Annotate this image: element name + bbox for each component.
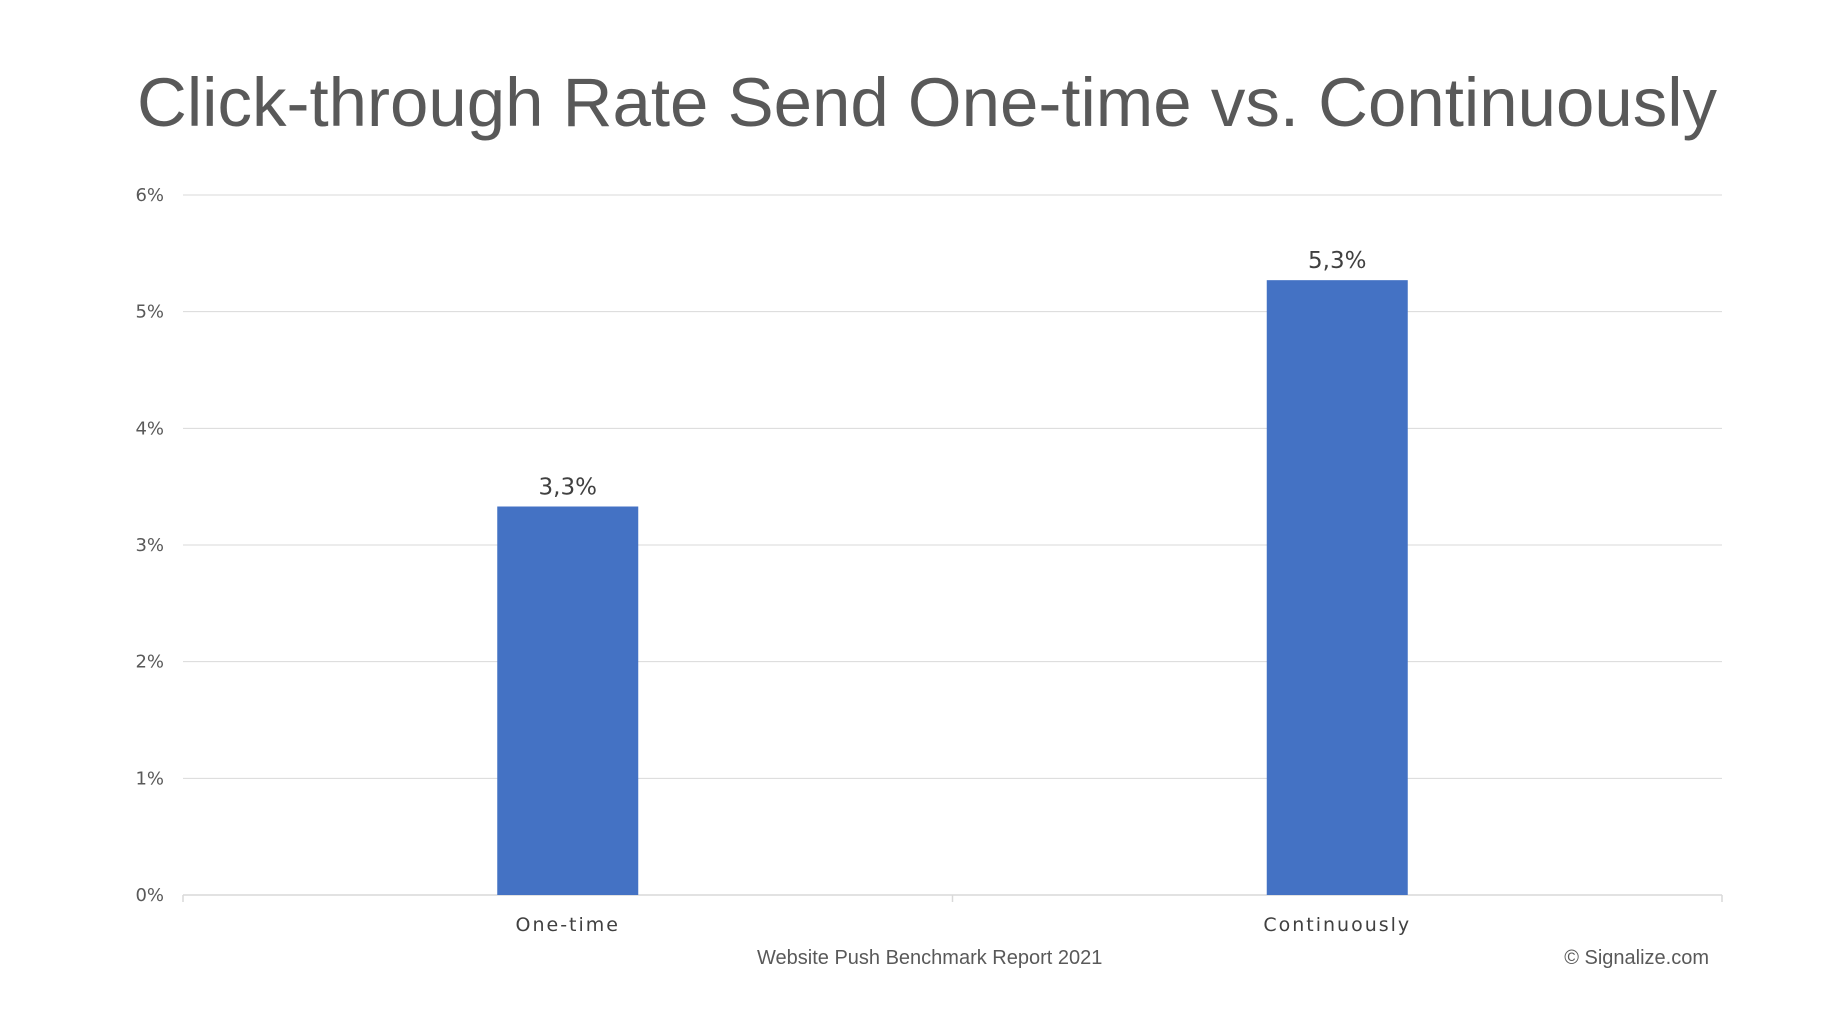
data-label: 5,3% — [1308, 248, 1366, 274]
x-axis-category-labels: One-time Continuously — [516, 914, 1411, 936]
data-label: 3,3% — [539, 475, 597, 501]
y-tick-label: 0% — [135, 885, 164, 906]
y-tick-label: 1% — [135, 768, 164, 789]
bars — [497, 280, 1408, 896]
bar-continuously — [1266, 280, 1408, 896]
x-axis — [182, 894, 1723, 902]
y-tick-label: 6% — [135, 185, 164, 206]
category-label: Continuously — [1263, 914, 1411, 936]
bar-one-time — [497, 506, 639, 895]
gridlines — [183, 194, 1722, 779]
y-tick-label: 2% — [135, 652, 164, 673]
y-tick-label: 3% — [135, 535, 164, 556]
data-labels: 3,3% 5,3% — [539, 248, 1367, 500]
chart-title: Click-through Rate Send One-time vs. Con… — [137, 64, 1718, 141]
y-tick-label: 4% — [135, 418, 164, 439]
y-tick-label: 5% — [135, 302, 164, 323]
footer-source: Website Push Benchmark Report 2021 — [757, 947, 1103, 969]
footer-copyright: © Signalize.com — [1564, 947, 1709, 969]
y-axis-tick-labels: 0% 1% 2% 3% 4% 5% 6% — [135, 185, 164, 906]
category-label: One-time — [516, 914, 620, 936]
